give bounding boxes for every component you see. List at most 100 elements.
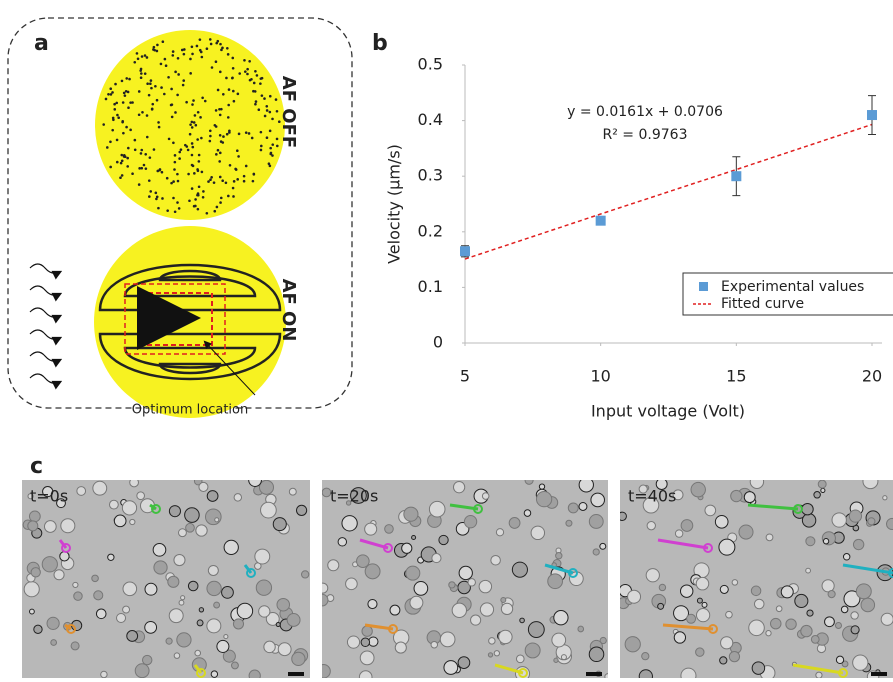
cell bbox=[561, 655, 566, 660]
particle bbox=[129, 129, 132, 132]
particle bbox=[193, 172, 196, 175]
cell bbox=[135, 664, 149, 678]
cell bbox=[501, 603, 512, 614]
particle bbox=[225, 77, 228, 80]
cell bbox=[199, 608, 203, 612]
cell bbox=[516, 655, 524, 663]
cell bbox=[489, 638, 495, 644]
cell bbox=[211, 671, 217, 677]
particle bbox=[178, 151, 181, 154]
particle bbox=[220, 108, 223, 111]
particle bbox=[153, 49, 156, 52]
cell bbox=[605, 674, 611, 678]
cell bbox=[207, 619, 221, 633]
cell bbox=[34, 625, 42, 633]
particle bbox=[194, 198, 197, 201]
particle bbox=[163, 93, 166, 96]
cell bbox=[404, 507, 418, 521]
particle bbox=[209, 140, 212, 143]
cell bbox=[395, 642, 406, 653]
cell bbox=[122, 501, 136, 515]
cell bbox=[751, 586, 761, 596]
cell bbox=[729, 652, 739, 662]
cell bbox=[696, 648, 704, 656]
x-tick-label: 15 bbox=[726, 367, 746, 386]
cell bbox=[479, 580, 491, 592]
particle bbox=[209, 38, 212, 41]
particle bbox=[254, 70, 257, 73]
particle bbox=[236, 149, 239, 152]
particle bbox=[189, 133, 192, 136]
particle bbox=[276, 138, 279, 141]
particle bbox=[172, 197, 175, 200]
particle bbox=[172, 50, 175, 53]
particle bbox=[146, 82, 149, 85]
particle bbox=[144, 72, 147, 75]
y-axis-label: Velocity (μm/s) bbox=[385, 144, 404, 264]
particle bbox=[269, 147, 272, 150]
particle bbox=[109, 166, 112, 169]
legend-label: Experimental values bbox=[721, 279, 864, 295]
particle bbox=[194, 114, 197, 117]
particle bbox=[150, 79, 153, 82]
particle bbox=[204, 100, 207, 103]
micrographs: t=0st=20st=40s bbox=[22, 474, 893, 678]
cell bbox=[61, 519, 75, 533]
cell bbox=[237, 603, 252, 618]
particle bbox=[260, 145, 263, 148]
particle bbox=[117, 116, 120, 119]
cell bbox=[675, 530, 682, 537]
particle bbox=[191, 53, 194, 56]
cell bbox=[681, 520, 693, 532]
particle bbox=[121, 80, 124, 83]
particle bbox=[252, 90, 255, 93]
particle bbox=[122, 101, 125, 104]
cell bbox=[488, 653, 492, 657]
particle bbox=[188, 199, 191, 202]
particle bbox=[176, 173, 179, 176]
cell bbox=[589, 647, 604, 662]
cell bbox=[179, 600, 184, 605]
particle bbox=[228, 130, 231, 133]
particle bbox=[234, 168, 237, 171]
particle bbox=[221, 141, 224, 144]
particle bbox=[148, 195, 151, 198]
particle bbox=[170, 182, 173, 185]
particle bbox=[122, 132, 125, 135]
time-label: t=0s bbox=[30, 487, 68, 506]
scale-bar bbox=[586, 672, 602, 676]
cell bbox=[207, 581, 221, 595]
cell bbox=[429, 501, 445, 517]
particle bbox=[187, 149, 190, 152]
particle bbox=[128, 78, 131, 81]
particle bbox=[151, 103, 154, 106]
cell bbox=[482, 493, 489, 500]
cell bbox=[556, 553, 562, 559]
cell bbox=[721, 637, 733, 649]
cell bbox=[468, 579, 475, 586]
micrograph bbox=[316, 476, 611, 678]
particle bbox=[268, 162, 271, 165]
cell bbox=[439, 535, 448, 544]
particle bbox=[263, 97, 266, 100]
af-off-label: AF OFF bbox=[278, 76, 299, 148]
cell bbox=[365, 523, 377, 535]
cell bbox=[589, 515, 603, 529]
particle bbox=[171, 103, 174, 106]
cell bbox=[539, 484, 544, 489]
cell bbox=[691, 482, 705, 496]
cell bbox=[278, 643, 291, 656]
cell bbox=[317, 665, 331, 678]
cell bbox=[811, 635, 819, 643]
cell bbox=[432, 553, 441, 562]
particle bbox=[119, 176, 122, 179]
wave-arrows bbox=[30, 264, 60, 383]
particle bbox=[216, 206, 219, 209]
cell bbox=[821, 488, 825, 492]
cell bbox=[127, 631, 138, 642]
cell bbox=[548, 574, 563, 589]
particle bbox=[217, 89, 220, 92]
particle bbox=[138, 113, 141, 116]
particle bbox=[219, 43, 222, 46]
particle bbox=[156, 170, 159, 173]
